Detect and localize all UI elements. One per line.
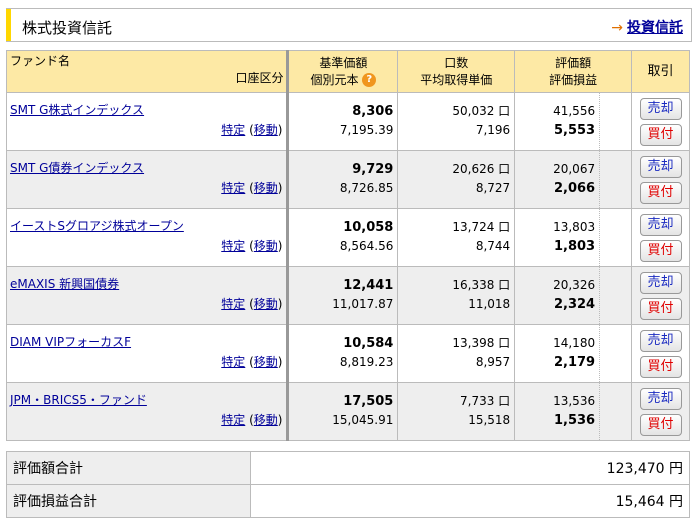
nav-value: 9,729 [352,162,394,177]
col-fund: ファンド名 口座区分 [5,50,290,93]
table-row: イーストSグロアジ株式オープン 特定 (移動) 10,058 8,564.56 1… [5,208,690,267]
cost-value: 11,017.87 [332,297,394,311]
valuation: 20,326 [553,278,596,292]
table-row: DIAM VIPフォーカスF 特定 (移動) 10,584 8,819.23 13… [5,324,690,383]
account-type-link[interactable]: 特定 [221,123,246,137]
buy-button[interactable]: 買付 [639,124,682,146]
sell-button[interactable]: 売却 [639,214,682,236]
move-link[interactable]: 移動 [253,239,278,253]
nav-value: 12,441 [343,278,394,293]
page-title: 株式投資信託 [22,19,113,37]
section-header: 株式投資信託 → 投資信託 [6,8,692,42]
avg-price: 15,518 [468,413,511,427]
spacer [599,150,633,209]
help-icon[interactable]: ? [362,73,377,87]
account-type-link[interactable]: 特定 [221,297,246,311]
table-row: eMAXIS 新興国債券 特定 (移動) 12,441 11,017.87 16,… [5,266,690,325]
avg-price: 8,727 [475,181,511,195]
buy-button[interactable]: 買付 [639,356,682,378]
nav-value: 10,058 [343,220,394,235]
profit-loss: 2,179 [553,355,596,370]
cost-value: 7,195.39 [339,123,394,137]
account-type-link[interactable]: 特定 [221,355,246,369]
profit-loss: 2,066 [553,181,596,196]
summary-table: 評価額合計 123,470 円 評価損益合計 15,464 円 [6,451,690,518]
profit-loss: 1,803 [553,239,596,254]
units-value: 13,724 口 [452,220,511,234]
table-row: JPM・BRICS5・ファンド 特定 (移動) 17,505 15,045.91 … [5,382,690,441]
spacer [599,324,633,383]
units-value: 50,032 口 [452,104,511,118]
avg-price: 11,018 [468,297,511,311]
fund-name-link[interactable]: SMT G債券インデックス [10,161,145,175]
valuation: 13,536 [553,394,596,408]
avg-price: 8,744 [475,239,511,253]
spacer [599,208,633,267]
fund-name-link[interactable]: イーストSグロアジ株式オープン [10,219,184,233]
avg-price: 7,196 [475,123,511,137]
holdings-table: ファンド名 口座区分 基準価額 個別元本 ? 口数 平均取得単価 評価額 評価損益 取引… [5,50,690,441]
total-pl: 15,464 円 [250,484,690,518]
table-row: SMT G債券インデックス 特定 (移動) 9,729 8,726.85 20,6… [5,150,690,209]
arrow-right-icon: → [611,20,623,36]
sell-button[interactable]: 売却 [639,272,682,294]
cost-value: 15,045.91 [332,413,394,427]
fund-name-link[interactable]: SMT G株式インデックス [10,103,145,117]
fund-name-link[interactable]: DIAM VIPフォーカスF [10,335,132,349]
cost-value: 8,726.85 [339,181,394,195]
buy-button[interactable]: 買付 [639,414,682,436]
investment-trust-link[interactable]: 投資信託 [627,20,683,36]
table-row: SMT G株式インデックス 特定 (移動) 8,306 7,195.39 50,0… [5,92,690,151]
avg-price: 8,957 [475,355,511,369]
buy-button[interactable]: 買付 [639,182,682,204]
sell-button[interactable]: 売却 [639,388,682,410]
units-value: 7,733 口 [460,394,511,408]
move-link[interactable]: 移動 [253,297,278,311]
move-link[interactable]: 移動 [253,123,278,137]
col-value: 評価額 評価損益 [514,50,633,93]
profit-loss: 1,536 [553,413,596,428]
sell-button[interactable]: 売却 [639,330,682,352]
nav-value: 10,584 [343,336,394,351]
total-value: 123,470 円 [250,451,690,485]
units-value: 16,338 口 [452,278,511,292]
spacer [599,266,633,325]
nav-value: 8,306 [352,104,394,119]
move-link[interactable]: 移動 [253,355,278,369]
units-value: 13,398 口 [452,336,511,350]
account-type-link[interactable]: 特定 [221,239,246,253]
account-type-link[interactable]: 特定 [221,181,246,195]
valuation: 13,803 [553,220,596,234]
sell-button[interactable]: 売却 [639,156,682,178]
account-type-link[interactable]: 特定 [221,413,246,427]
move-link[interactable]: 移動 [253,181,278,195]
cost-value: 8,564.56 [339,239,394,253]
col-units: 口数 平均取得単価 [397,50,516,93]
total-value-label: 評価額合計 [6,451,251,485]
buy-button[interactable]: 買付 [639,298,682,320]
buy-button[interactable]: 買付 [639,240,682,262]
sell-button[interactable]: 売却 [639,98,682,120]
profit-loss: 2,324 [553,297,596,312]
move-link[interactable]: 移動 [253,413,278,427]
units-value: 20,626 口 [452,162,511,176]
valuation: 20,067 [553,162,596,176]
valuation: 14,180 [553,336,596,350]
accent-bar [6,9,11,41]
spacer [599,92,633,151]
fund-name-link[interactable]: eMAXIS 新興国債券 [10,277,120,291]
valuation: 41,556 [553,104,596,118]
nav-value: 17,505 [343,394,394,409]
cost-value: 8,819.23 [339,355,394,369]
col-trade: 取引 [631,50,690,93]
fund-name-link[interactable]: JPM・BRICS5・ファンド [10,393,147,407]
total-pl-label: 評価損益合計 [6,484,251,518]
col-nav: 基準価額 個別元本 ? [287,50,399,93]
spacer [599,382,633,441]
profit-loss: 5,553 [553,123,596,138]
